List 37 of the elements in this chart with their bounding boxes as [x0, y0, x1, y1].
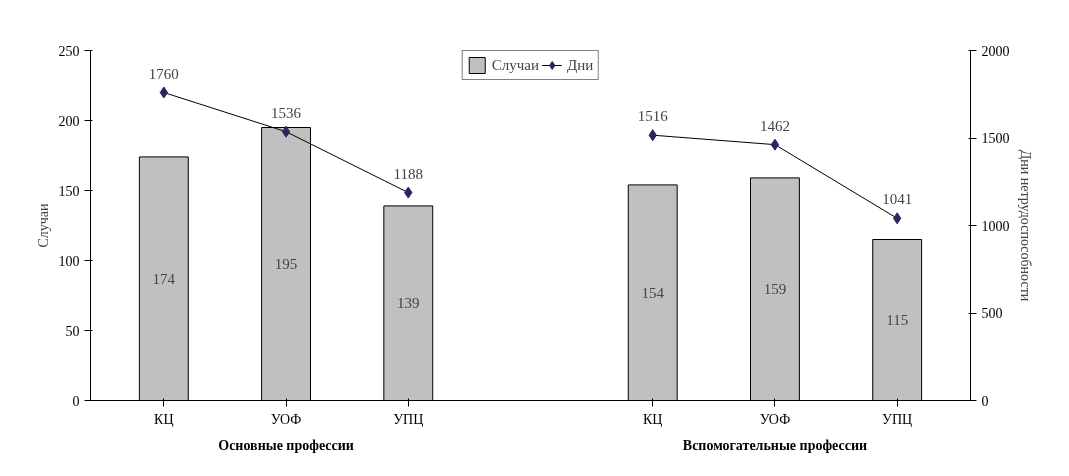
data-label: 1516 [637, 108, 669, 125]
y-tick-label: 100 [58, 253, 80, 269]
y-axis-title: Случаи [35, 202, 51, 248]
y2-tick-label: 1000 [981, 218, 1010, 234]
y-tick-label: 250 [58, 43, 80, 59]
x-tick-label: КЦ [643, 411, 663, 427]
y2-tick-label: 500 [981, 306, 1003, 321]
point [770, 138, 780, 151]
x-tick-label: УОФ [270, 411, 302, 427]
data-label: 115 [886, 312, 909, 328]
point [281, 125, 291, 138]
y-tick-label: 0 [72, 393, 80, 409]
data-label: 139 [397, 295, 420, 312]
y2-tick-label: 1500 [981, 131, 1010, 146]
legend-label: Случаи [491, 56, 539, 74]
data-label: 159 [763, 281, 787, 298]
y2-axis-title: Дни нетрудоспособности [1017, 149, 1033, 302]
y2-tick-label: 2000 [981, 43, 1010, 59]
y2-tick-label: 0 [981, 393, 989, 409]
data-label: 1462 [759, 117, 790, 134]
y-tick-label: 200 [58, 113, 80, 129]
x-tick-label: УПЦ [882, 411, 913, 427]
y-tick-label: 150 [58, 183, 80, 199]
data-label: 1041 [882, 191, 913, 208]
data-label: 1188 [393, 165, 424, 182]
y-tick-label: 50 [65, 323, 80, 339]
data-label: 1536 [271, 104, 302, 121]
x-tick-label: УПЦ [393, 411, 424, 427]
data-label: 195 [274, 256, 298, 272]
x-tick-label: КЦ [154, 411, 174, 427]
legend-label: Дни [566, 56, 594, 74]
text: Основные профессии [218, 437, 354, 453]
x-tick-label: УОФ [759, 411, 791, 427]
data-label: 154 [641, 284, 665, 301]
data-label: 1760 [148, 65, 179, 82]
text: Вспомогательные профессии [682, 437, 868, 453]
data-label: 174 [152, 270, 176, 287]
